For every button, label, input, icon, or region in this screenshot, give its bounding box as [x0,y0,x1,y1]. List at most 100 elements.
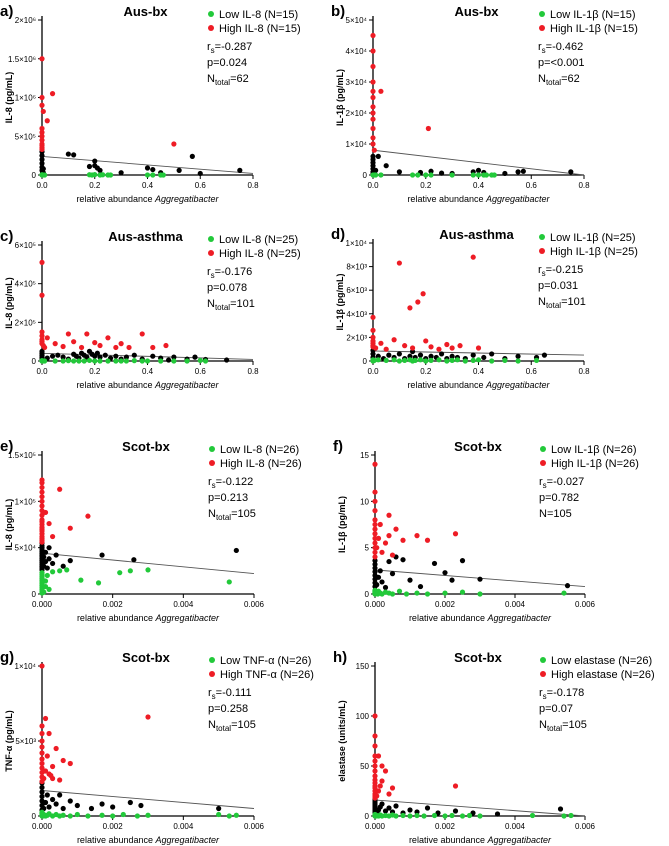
data-point-low [466,812,473,819]
chart-panel-3: c) Aus-asthma 0 2×10⁵ 4×10⁵ 6×10⁵ 0.0 0.2 0.4 0.6… [0,228,301,390]
legend-marker-high [539,248,545,254]
data-point-high [475,345,482,351]
stat-rest: =62 [230,73,249,85]
y-tick-label: 1.5×10⁵ [8,451,36,460]
y-tick-label: 4×10³ [346,310,367,319]
data-point-high [393,526,399,532]
data-point-low [197,357,203,364]
legend-marker-high [540,460,546,466]
y-tick-label: 1×10⁴ [346,140,368,149]
data-point-mid [475,167,482,173]
data-point-high [60,343,66,350]
data-point-mid [383,163,389,169]
legend-label-high: High TNF-α (N=26) [220,669,314,681]
data-point-low [373,172,379,178]
data-point-mid [67,558,73,564]
stat-main: r [207,41,211,53]
x-axis-label-text: relative abundance [76,380,155,390]
data-point-high [52,341,58,347]
x-axis-label-genus: Aggregatibacter [487,835,553,845]
data-point-mid [424,805,431,811]
data-point-high [39,512,45,518]
legend-label-low: Low IL-8 (N=15) [219,9,298,21]
data-point-mid [40,166,46,172]
y-tick-label: 100 [356,712,370,721]
legend-label-low: Low IL-1β (N=26) [551,444,637,456]
data-point-mid [400,557,406,563]
data-point-mid [370,153,376,159]
data-point-high [39,744,45,750]
x-tick-label: 0.000 [365,600,386,609]
data-point-low [423,358,429,364]
stat-sub: total [547,724,562,733]
data-point-low [371,357,377,364]
data-point-mid [386,352,392,358]
data-point-low [402,357,408,364]
data-point-low [74,811,80,818]
data-point-mid [515,353,521,359]
regression-line [372,350,585,356]
data-point-high [374,545,380,551]
data-point-high [372,733,378,739]
x-tick-label: 0.006 [244,600,265,609]
y-tick-label: 0 [32,357,37,366]
x-tick-label: 0.4 [142,367,154,376]
data-point-low [475,357,482,363]
stat-main: p=0.078 [207,282,247,294]
data-point-high [425,125,431,132]
stat-sub: s [211,271,215,280]
data-point-mid [379,579,385,585]
data-point-low [449,357,455,364]
data-point-low [375,357,381,363]
data-point-mid [60,805,66,812]
x-tick-label: 0.6 [526,367,538,376]
x-tick-label: 0.8 [247,181,259,190]
data-point-mid [39,153,45,159]
legend-marker-low [539,11,545,17]
x-tick-label: 0.000 [365,822,386,831]
legend-label-low: Low IL-8 (N=25) [219,234,298,246]
data-point-high [105,335,111,341]
data-point-high [84,331,90,337]
data-point-mid [110,804,116,810]
data-point-mid [477,576,483,582]
stat-rest: =-0.178 [547,687,585,699]
x-tick-label: 0.002 [103,600,124,609]
data-point-mid [520,168,526,174]
data-point-high [379,778,385,784]
stat-sub: total [216,724,231,733]
data-point-high [382,540,389,546]
data-point-mid [53,801,59,807]
x-tick-label: 0.002 [435,600,456,609]
data-point-high [375,788,382,794]
legend-marker-low [209,657,215,663]
x-tick-label: 0.6 [195,181,207,190]
data-point-mid [74,802,80,809]
stat-line: Ntotal=62 [538,73,580,87]
data-point-high [379,763,385,769]
chart-title: Scot-bx [122,650,170,665]
data-point-high [428,344,434,350]
data-point-mid [442,570,448,576]
data-point-low [412,357,418,364]
y-tick-label: 6×10³ [346,286,367,295]
x-tick-label: 0.8 [247,367,259,376]
data-point-high [42,509,49,516]
data-point-high [372,743,378,749]
data-point-low [409,172,416,178]
y-tick-label: 3×10⁴ [346,78,368,87]
legend-marker-high [208,25,214,31]
chart-title: Scot-bx [454,439,502,454]
legend-marker-low [209,446,215,452]
y-tick-label: 15 [360,451,369,460]
data-point-high [389,552,396,558]
data-point-high [420,291,426,297]
data-point-high [50,763,56,770]
stat-rest: =105 [231,719,256,731]
x-axis-label: relative abundance Aggregatibacter [407,380,550,390]
y-axis-label: IL-1β (pg/mL) [335,69,345,126]
x-tick-label: 0.0 [367,181,379,190]
data-point-low [226,579,232,585]
data-point-mid [379,801,385,807]
